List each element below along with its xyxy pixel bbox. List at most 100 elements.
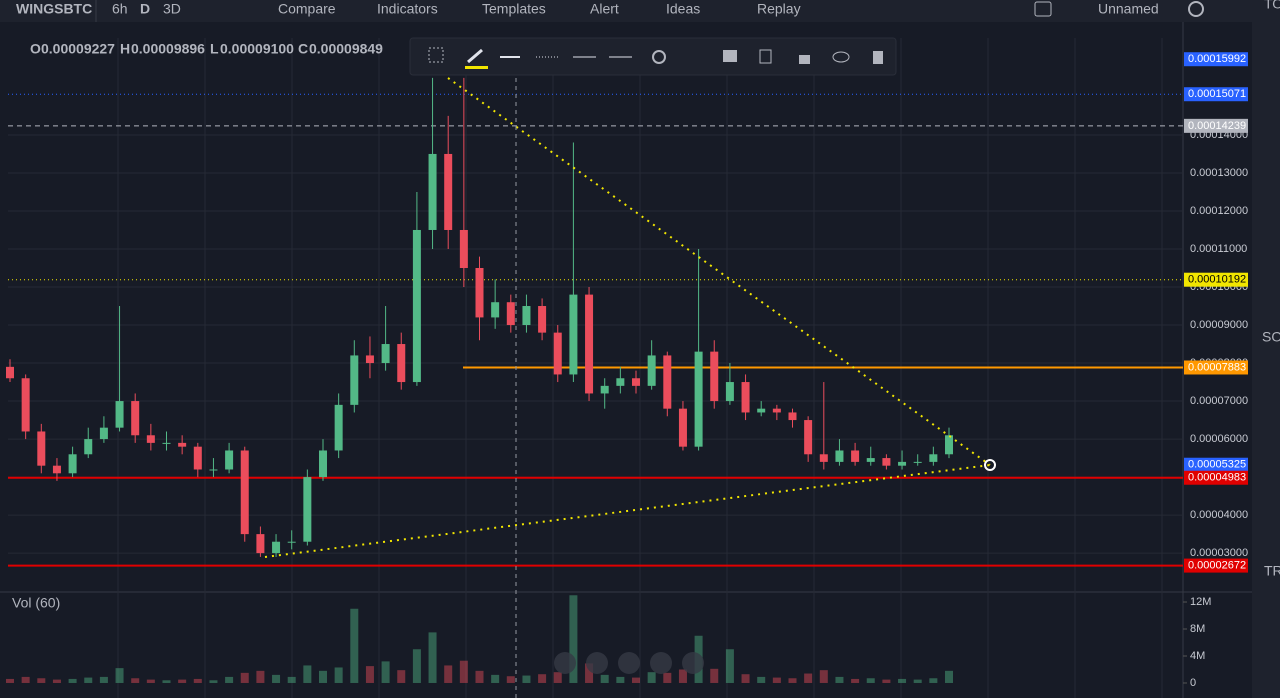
price-label-bg	[1184, 360, 1248, 375]
price-label-bg	[1184, 52, 1248, 67]
candle-body	[553, 332, 562, 375]
volume-bar	[835, 676, 844, 683]
volume-bar	[772, 677, 781, 683]
volume-bar	[240, 672, 249, 683]
interval[interactable]: 3D	[163, 1, 181, 17]
candle-body	[647, 355, 656, 386]
y-tick-label: 0.00009000	[1190, 319, 1248, 331]
color-swatch[interactable]	[465, 66, 488, 69]
layout-name[interactable]: Unnamed	[1098, 1, 1159, 17]
volume-bar	[678, 669, 687, 683]
candle-body	[866, 458, 875, 462]
candle-body	[365, 355, 374, 364]
candle-body	[616, 378, 625, 386]
volume-bar	[866, 678, 875, 683]
y-tick-label: 0.00004000	[1190, 509, 1248, 521]
navigation-buttons	[554, 652, 704, 674]
volume-bar	[945, 670, 953, 683]
price-label: 0.00004983	[1188, 472, 1246, 484]
candle-body	[741, 382, 750, 413]
volume-bar	[788, 678, 797, 683]
alert-button[interactable]: Alert	[590, 1, 619, 17]
volume-bar	[115, 668, 124, 683]
volume-bar	[913, 679, 922, 683]
volume-bar	[444, 665, 453, 683]
compare-button[interactable]: Compare	[278, 1, 336, 17]
volume-bar	[37, 678, 46, 683]
layers-icon[interactable]	[723, 50, 737, 62]
volume-label[interactable]: Vol (60)	[12, 595, 60, 611]
candle-body	[193, 446, 202, 470]
volume-bar	[585, 663, 594, 683]
legend-key: O	[30, 41, 41, 57]
candle-body	[506, 302, 515, 326]
settings-icon[interactable]	[1188, 1, 1204, 17]
volume-bar	[428, 632, 437, 683]
volume-bar	[725, 649, 734, 683]
volume-bar	[162, 680, 171, 683]
candle-body	[569, 294, 578, 375]
candle-body	[585, 294, 594, 394]
volume-bar	[287, 676, 296, 683]
delete-icon[interactable]	[873, 51, 883, 64]
candle-body	[319, 450, 327, 478]
volume-bar	[632, 677, 640, 683]
symbol[interactable]: WINGSBTC	[16, 1, 92, 17]
anchor-point[interactable]	[984, 459, 996, 471]
zoom-in[interactable]	[650, 652, 672, 674]
price-label-bg	[1184, 87, 1248, 102]
price-label-bg	[1184, 118, 1248, 133]
candle-body	[350, 355, 359, 405]
scroll-right[interactable]	[682, 652, 704, 674]
drawing-toolbar	[409, 37, 897, 76]
candle-body	[209, 469, 218, 471]
y-tick-label: 0.00007000	[1190, 395, 1248, 407]
volume-bar	[506, 676, 515, 683]
volume-bar	[209, 680, 218, 683]
fullscreen-icon[interactable]	[1034, 1, 1052, 17]
volume-bar	[616, 676, 625, 683]
volume-bar	[52, 679, 61, 683]
volume-bar	[663, 672, 672, 683]
trend-line[interactable]	[264, 464, 991, 558]
volume-tick-label: 4M	[1190, 650, 1205, 662]
zoom-out[interactable]	[586, 652, 608, 674]
price-label: 0.00002672	[1188, 559, 1246, 571]
volume-tick-label: 0	[1190, 677, 1196, 689]
volume-bar	[365, 666, 374, 683]
reset[interactable]	[618, 652, 640, 674]
settings-icon[interactable]	[652, 50, 666, 64]
candle-body	[178, 442, 187, 447]
candle-body	[491, 302, 500, 318]
y-tick-label: 0.00013000	[1190, 167, 1248, 179]
sidebar-label: TRA	[1264, 563, 1280, 579]
y-tick-label: 0.00012000	[1190, 205, 1248, 217]
interval[interactable]: D	[140, 1, 150, 17]
volume-bar	[459, 660, 468, 683]
volume-bar	[84, 677, 93, 683]
interval[interactable]: 6h	[112, 1, 128, 17]
templates-button[interactable]: Templates	[482, 1, 546, 17]
price-label-bg	[1184, 272, 1248, 287]
indicators-button[interactable]: Indicators	[377, 1, 438, 17]
ideas-button[interactable]: Ideas	[666, 1, 700, 17]
lock-icon[interactable]	[799, 55, 810, 64]
volume-pane: 12M 8M 4M 0	[6, 595, 1211, 689]
visibility-icon[interactable]	[832, 51, 850, 63]
candle-body	[788, 412, 797, 421]
replay-button[interactable]: Replay	[757, 1, 801, 17]
volume-bar	[146, 679, 155, 683]
select-icon[interactable]	[428, 47, 444, 63]
volume-bar	[21, 676, 30, 683]
scroll-left[interactable]	[554, 652, 576, 674]
trend-line[interactable]	[447, 77, 991, 466]
y-tick-label: 0.00006000	[1190, 433, 1248, 445]
candle-body	[52, 465, 61, 474]
sidebar-label: SOC	[1262, 329, 1280, 345]
pen-icon[interactable]	[467, 48, 483, 64]
candle-body	[21, 378, 30, 432]
y-tick-label: 0.00003000	[1190, 547, 1248, 559]
clone-icon[interactable]	[759, 49, 772, 64]
